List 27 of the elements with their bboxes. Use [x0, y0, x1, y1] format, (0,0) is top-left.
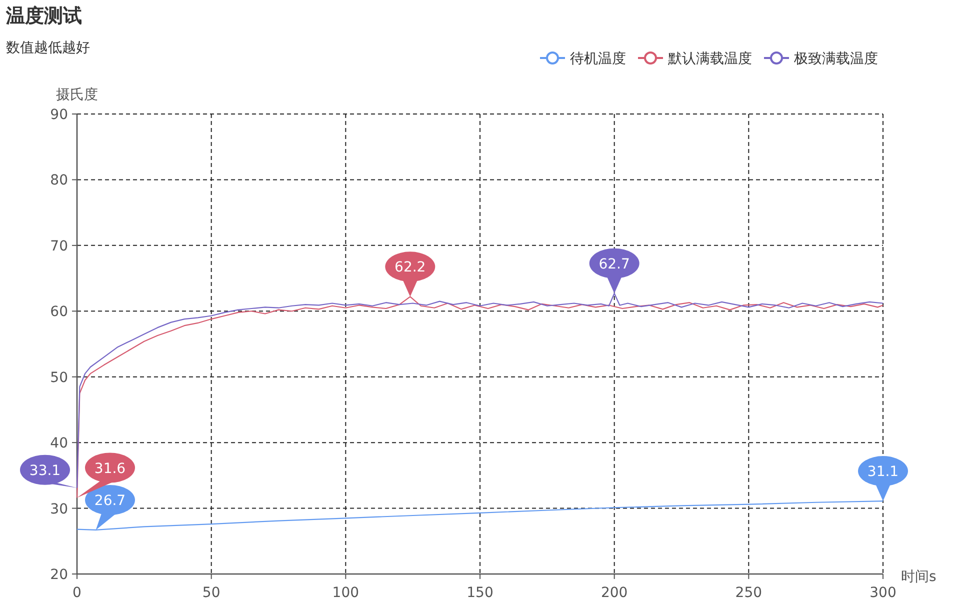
- legend-label: 默认满载温度: [667, 51, 752, 67]
- y-tick-label: 20: [50, 567, 68, 583]
- y-tick-label: 30: [50, 501, 68, 518]
- y-axis-title: 摄氏度: [56, 87, 98, 103]
- annotation: 62.7: [598, 256, 630, 272]
- y-tick-label: 40: [50, 436, 68, 452]
- y-tick-label: 80: [50, 172, 68, 189]
- annotation: 31.6: [94, 460, 126, 477]
- x-tick-label: 0: [72, 585, 82, 601]
- y-tick-label: 60: [50, 304, 68, 320]
- x-tick-label: 200: [600, 585, 628, 601]
- annotation: 31.1: [867, 464, 899, 480]
- x-tick-label: 150: [466, 585, 494, 601]
- legend-label: 待机温度: [570, 51, 626, 67]
- chart-subtitle: 数值越低越好: [6, 40, 90, 56]
- x-axis-title: 时间s: [901, 569, 936, 585]
- y-tick-label: 50: [50, 370, 68, 386]
- x-tick-label: 50: [202, 585, 220, 601]
- y-tick-label: 70: [50, 238, 68, 254]
- x-tick-label: 100: [332, 585, 360, 601]
- annotation: 33.1: [29, 462, 61, 479]
- x-tick-label: 250: [735, 585, 762, 601]
- legend-label: 极致满载温度: [793, 51, 878, 67]
- annotation: 62.2: [394, 260, 426, 276]
- x-tick-label: 300: [870, 585, 896, 601]
- y-tick-label: 90: [50, 107, 68, 123]
- chart-title: 温度测试: [5, 5, 82, 27]
